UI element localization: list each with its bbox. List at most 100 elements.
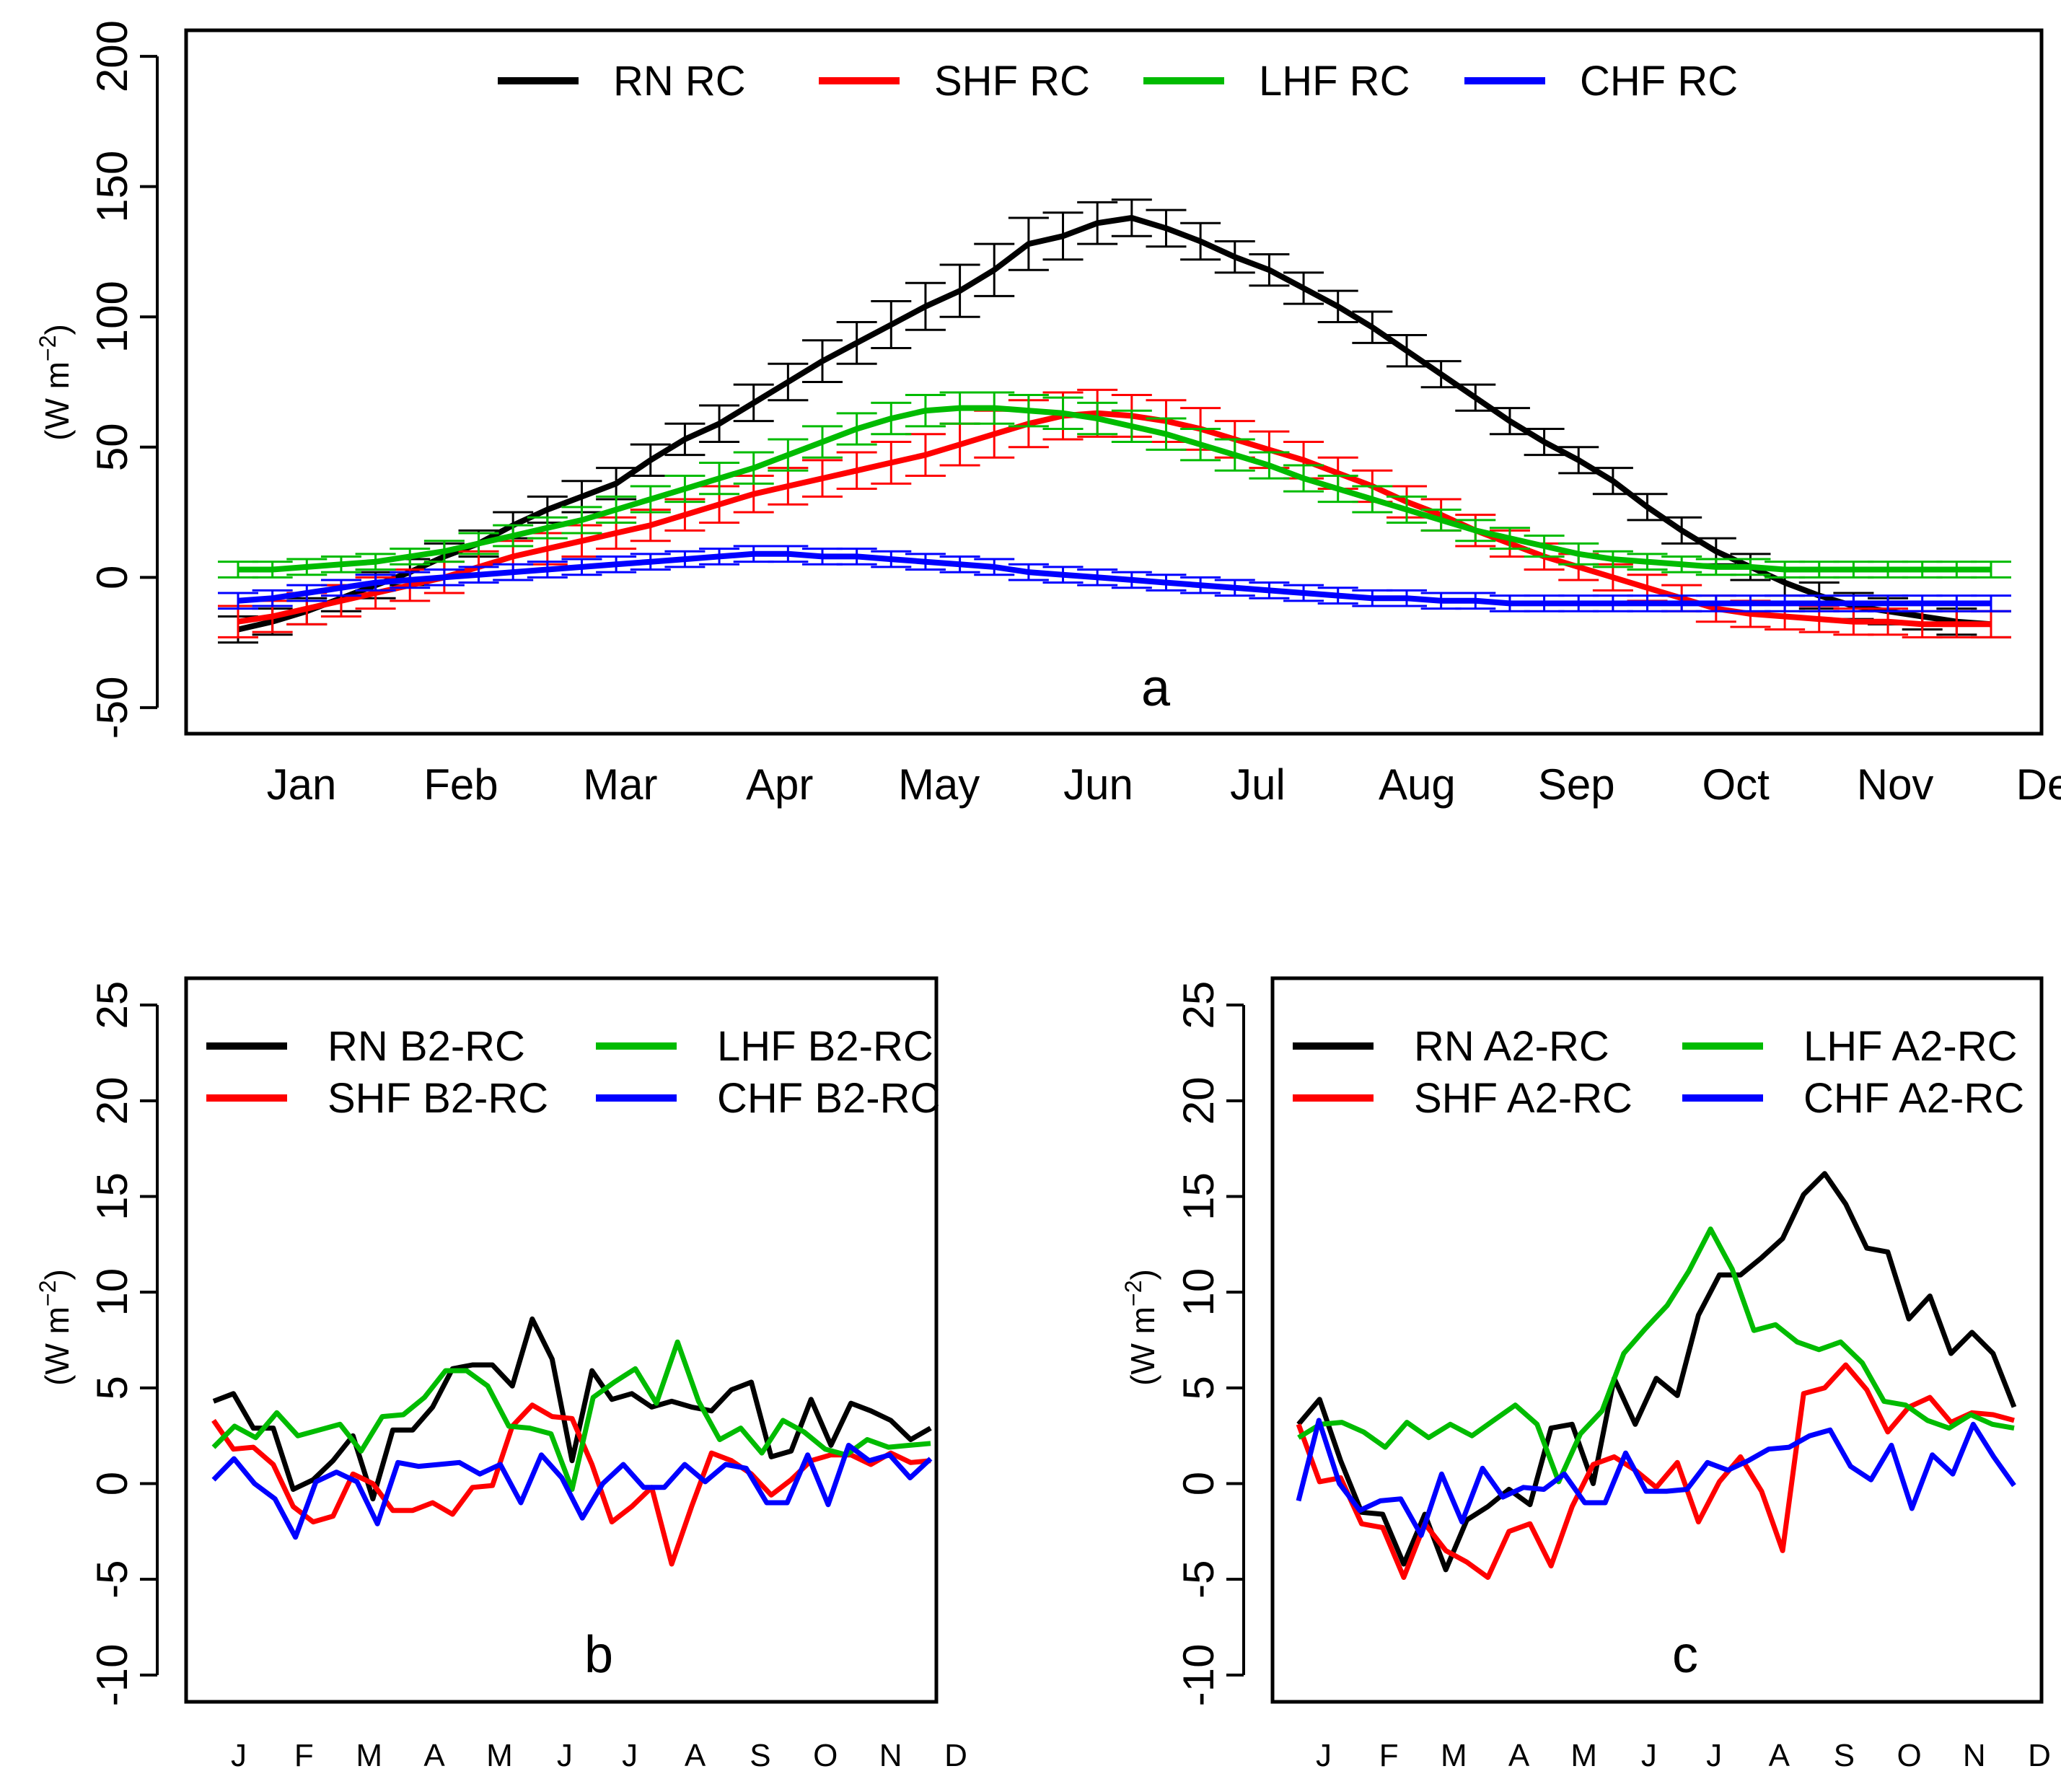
series-shf-a2-rc	[1296, 1362, 2015, 1580]
series-lhf-a2-rc	[1297, 1226, 2015, 1485]
x-tick-label: M	[1570, 1738, 1597, 1773]
y-tick-label: -10	[88, 1643, 136, 1706]
y-axis-c: -10 -5 0 5 10 15 20 25	[1174, 981, 1245, 1706]
legend-label: CHF B2-RC	[717, 1075, 940, 1122]
y-tick-label: 100	[88, 281, 136, 353]
x-tick-label: Apr	[746, 760, 813, 809]
y-tick-label: 15	[1174, 1172, 1223, 1221]
series-c	[1296, 1171, 2017, 1580]
series-line	[211, 1442, 933, 1540]
x-tick-label: Sep	[1538, 760, 1615, 809]
y-tick-label: -5	[1174, 1560, 1223, 1599]
x-tick-label: Jul	[1230, 760, 1286, 809]
x-tick-label: Nov	[1857, 760, 1934, 809]
legend-item: CHF RC	[1464, 58, 1738, 105]
series-shf-rc	[218, 388, 2011, 638]
legend-item: LHF A2-RC	[1682, 1023, 2018, 1070]
y-tick-label: -10	[1174, 1643, 1223, 1706]
x-tick-label: F	[294, 1738, 314, 1773]
legend-label: RN RC	[613, 58, 746, 105]
x-tick-label: S	[750, 1738, 770, 1773]
x-tick-label: D	[944, 1738, 967, 1773]
y-tick-label: -5	[88, 1560, 136, 1599]
y-tick-label: 25	[1174, 981, 1223, 1029]
x-tick-label: A	[1769, 1738, 1790, 1773]
x-tick-label: Dec	[2016, 760, 2061, 809]
legend-label: LHF A2-RC	[1803, 1023, 2018, 1070]
series-line	[238, 405, 1991, 573]
series-line	[212, 1316, 932, 1502]
y-tick-label: 5	[88, 1376, 136, 1400]
y-axis-title-a: (W m−2)	[35, 324, 76, 441]
y-axis-title-b: (W m−2)	[35, 1269, 76, 1386]
plot-frame-c	[1270, 976, 2044, 1704]
legend-label: LHF B2-RC	[717, 1023, 933, 1070]
series-chf-b2-rc	[211, 1442, 933, 1540]
legend-label: CHF RC	[1580, 58, 1738, 105]
x-tick-label: Oct	[1702, 760, 1770, 809]
x-tick-label: O	[813, 1738, 838, 1773]
plot-frame-a	[184, 28, 2044, 736]
series-line	[1297, 1226, 2015, 1485]
x-tick-label: Jun	[1063, 760, 1133, 809]
x-axis-a: Jan Feb Mar Apr May Jun Jul Aug Sep Oct Nov Dec	[267, 760, 2061, 809]
legend-item: RN A2-RC	[1293, 1023, 1609, 1070]
plot-frame-b	[184, 976, 939, 1704]
legend-c: RN A2-RC SHF A2-RC LHF A2-RC CHF A2-RC	[1293, 1023, 2024, 1122]
x-tick-label: Aug	[1379, 760, 1456, 809]
x-tick-label: O	[1897, 1738, 1922, 1773]
series-lhf-b2-rc	[211, 1339, 931, 1492]
series-line	[211, 1339, 931, 1492]
y-tick-label: 10	[1174, 1268, 1223, 1317]
legend-label: SHF A2-RC	[1414, 1075, 1632, 1122]
x-tick-label: Mar	[583, 760, 657, 809]
legend-label: LHF RC	[1259, 58, 1410, 105]
legend-label: RN B2-RC	[328, 1023, 525, 1070]
series-chf-rc	[218, 545, 2011, 612]
series-b	[211, 1316, 933, 1567]
x-tick-label: Feb	[423, 760, 498, 809]
legend-item: RN RC	[498, 58, 746, 105]
x-tick-label: M	[1441, 1738, 1467, 1773]
legend-item: SHF B2-RC	[206, 1075, 548, 1122]
y-tick-label: 0	[1174, 1472, 1223, 1495]
y-tick-label: 0	[88, 566, 136, 589]
x-tick-label: S	[1834, 1738, 1855, 1773]
x-tick-label: May	[898, 760, 980, 809]
y-axis-title-c: (W m−2)	[1120, 1269, 1161, 1386]
y-tick-label: 0	[88, 1472, 136, 1495]
x-tick-label: J	[622, 1738, 638, 1773]
x-tick-label: A	[685, 1738, 706, 1773]
x-tick-label: D	[2028, 1738, 2051, 1773]
panel-c: -10 -5 0 5 10 15 20 25 J F M A M J J A S O N D RN A2-RC SHF…	[1120, 976, 2051, 1773]
x-tick-label: Jan	[267, 760, 337, 809]
series-line	[237, 410, 1991, 628]
y-axis-b: -10 -5 0 5 10 15 20 25	[88, 981, 159, 1706]
series-rn-b2-rc	[212, 1316, 932, 1502]
y-tick-label: 150	[88, 151, 136, 223]
x-tick-label: M	[486, 1738, 513, 1773]
panel-b: -10 -5 0 5 10 15 20 25 J F M A M J J A S O N D RN B2-RC SHF…	[35, 976, 967, 1773]
y-tick-label: 20	[88, 1076, 136, 1125]
y-tick-label: 200	[88, 20, 136, 92]
series-line	[1296, 1418, 2016, 1538]
x-tick-label: A	[423, 1738, 445, 1773]
y-tick-label: 5	[1174, 1376, 1223, 1400]
y-tick-label: 10	[88, 1268, 136, 1317]
y-tick-label: -50	[88, 677, 136, 739]
panel-letter-c: c	[1672, 1626, 1698, 1684]
y-tick-label: 15	[88, 1172, 136, 1221]
y-tick-label: 20	[1174, 1076, 1223, 1125]
legend-label: SHF RC	[934, 58, 1090, 105]
y-tick-label: 25	[88, 981, 136, 1029]
x-tick-label: J	[1316, 1738, 1332, 1773]
series-chf-a2-rc	[1296, 1418, 2016, 1538]
x-tick-label: M	[356, 1738, 382, 1773]
series-line	[1296, 1362, 2015, 1580]
x-tick-label: J	[557, 1738, 573, 1773]
legend-item: SHF RC	[819, 58, 1090, 105]
x-tick-label: J	[1706, 1738, 1722, 1773]
